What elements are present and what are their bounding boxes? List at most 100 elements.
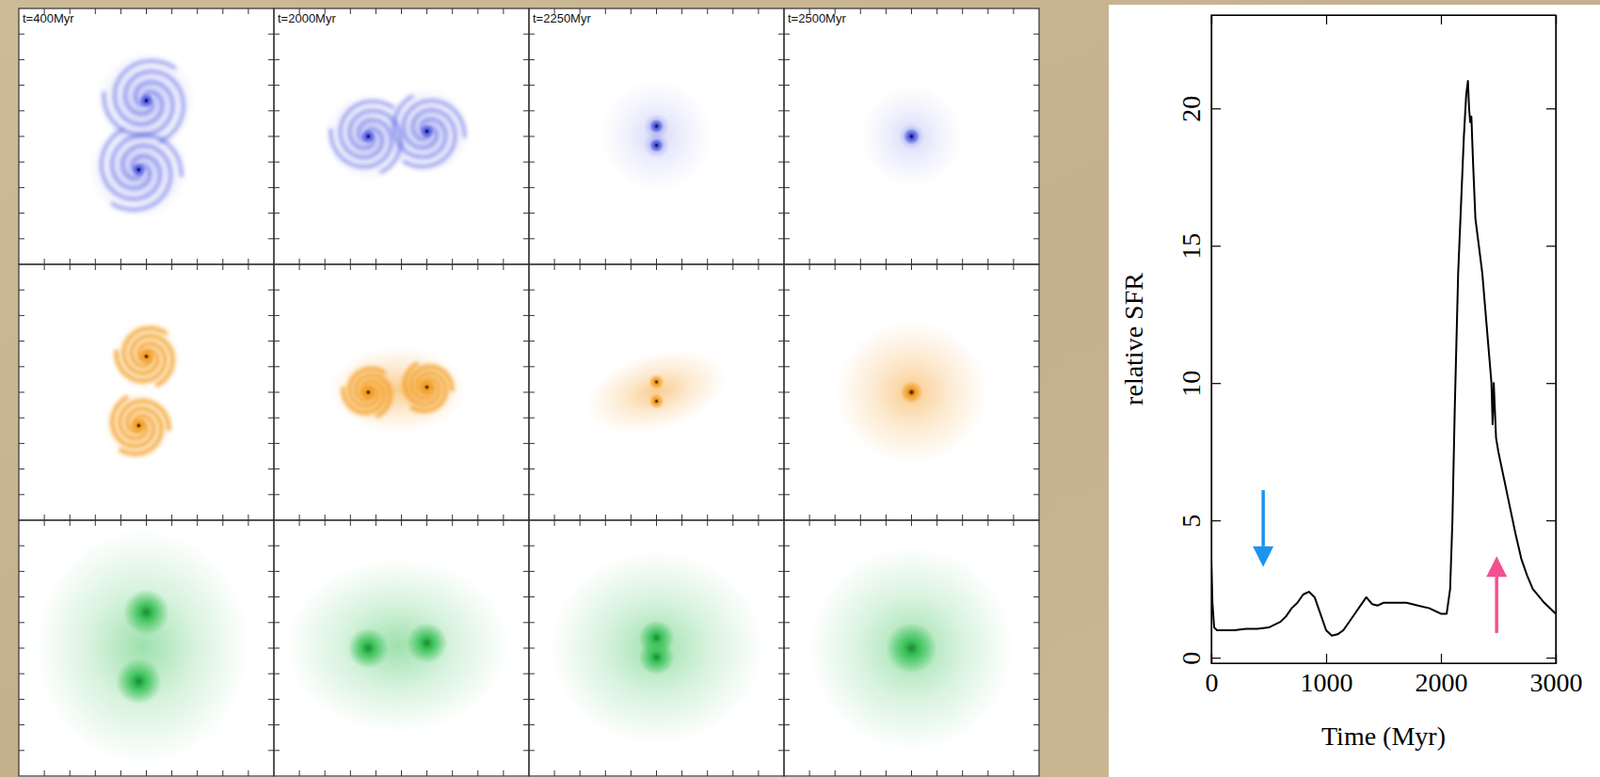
panel-frame	[784, 8, 1040, 265]
core	[903, 128, 920, 144]
panel-tick	[1012, 520, 1014, 527]
panel-tick	[69, 520, 71, 527]
panel-tick	[145, 258, 147, 265]
panel-tick	[961, 264, 963, 271]
panel-frame	[273, 8, 529, 265]
y-axis-title: relative SFR	[1119, 272, 1149, 406]
panel-tick	[18, 315, 25, 317]
panel-tick	[268, 161, 274, 163]
panel-tick	[273, 545, 280, 547]
tick-mark	[1546, 383, 1556, 384]
panel-tick	[656, 258, 657, 265]
panel-tick	[778, 494, 784, 496]
panel-tick	[268, 571, 274, 573]
panel-tick	[630, 258, 632, 265]
panel-tick	[18, 750, 25, 752]
panel-tick	[18, 366, 25, 368]
panel-tick	[523, 340, 529, 342]
panel-tick	[18, 468, 25, 470]
panel-tick	[554, 520, 556, 527]
axis-line	[1212, 16, 1222, 665]
panel-tick	[451, 8, 453, 15]
tick-mark	[1546, 245, 1556, 247]
panel-tick	[273, 648, 280, 650]
panel-tick	[784, 315, 790, 317]
panel-tick	[222, 770, 224, 777]
panel-tick	[784, 443, 790, 445]
disc	[383, 87, 471, 176]
panel-tick	[757, 264, 759, 271]
spiral-arm	[403, 100, 465, 148]
core	[648, 393, 664, 409]
panel-tick	[268, 315, 274, 317]
panel-tick	[1033, 648, 1040, 650]
panel-tick	[778, 468, 784, 470]
panel-tick	[375, 8, 377, 15]
panel-tick	[784, 161, 790, 163]
panel-tick	[268, 84, 274, 86]
panel-tick	[809, 258, 811, 265]
panel-tick	[273, 366, 280, 368]
panel-tick	[324, 514, 326, 521]
panel-tick	[605, 514, 607, 521]
panel-tick	[528, 84, 535, 86]
panel-tick	[784, 750, 790, 752]
axis-line	[1212, 654, 1557, 665]
panel-tick	[528, 59, 535, 61]
panel-tick	[936, 8, 938, 15]
panel-tick	[885, 264, 887, 271]
spiral-arm	[119, 400, 169, 439]
panel-tick	[885, 514, 887, 521]
panel-tick	[400, 264, 402, 271]
x-axis-top	[1212, 15, 1557, 25]
panel-tick	[69, 514, 71, 521]
panel-tick	[273, 596, 280, 598]
panel-tick	[196, 514, 198, 521]
panel-frame	[528, 8, 784, 265]
panel-tick	[523, 289, 529, 291]
panel-tick	[18, 187, 25, 189]
panel-tick	[324, 520, 326, 527]
panel-tick	[528, 571, 535, 573]
panel-tick	[18, 596, 25, 598]
tick	[1326, 15, 1328, 25]
panel-tick	[502, 514, 504, 521]
panel-tick	[706, 770, 708, 777]
axis-line	[1546, 16, 1557, 665]
panel-tick	[222, 514, 224, 521]
panel-tick	[778, 238, 784, 240]
panel-tick	[778, 648, 784, 650]
panel-tick	[145, 770, 147, 777]
core	[648, 374, 664, 390]
panel-tick	[18, 648, 25, 650]
tick-label: 0	[1176, 652, 1206, 666]
panel-tick	[778, 443, 784, 445]
panel-tick	[554, 264, 556, 271]
panel-tick	[273, 417, 280, 419]
panel-tick	[1033, 59, 1040, 61]
panel-tick	[44, 520, 46, 527]
panel-tick	[171, 770, 173, 777]
panel-tick	[375, 520, 377, 527]
panel-tick	[18, 289, 25, 291]
panel-tick	[1012, 8, 1014, 15]
panel-tick	[44, 770, 46, 777]
panel-tick	[1033, 187, 1040, 189]
panel	[784, 520, 1040, 777]
panel-tick	[1033, 212, 1040, 214]
panel-tick	[18, 59, 25, 61]
tick-mark	[1326, 15, 1328, 25]
core	[885, 623, 937, 674]
panel-tick	[936, 514, 938, 521]
core	[649, 138, 664, 153]
envelope	[860, 85, 962, 189]
panel-tick	[860, 770, 862, 777]
panel-tick	[732, 520, 734, 527]
panel-tick	[350, 258, 352, 265]
panel-tick	[400, 770, 402, 777]
panel-tick	[273, 161, 280, 163]
panel-tick	[778, 110, 784, 112]
panel-tick	[523, 392, 529, 394]
panel-tick	[18, 136, 25, 138]
panel-tick	[528, 417, 535, 419]
